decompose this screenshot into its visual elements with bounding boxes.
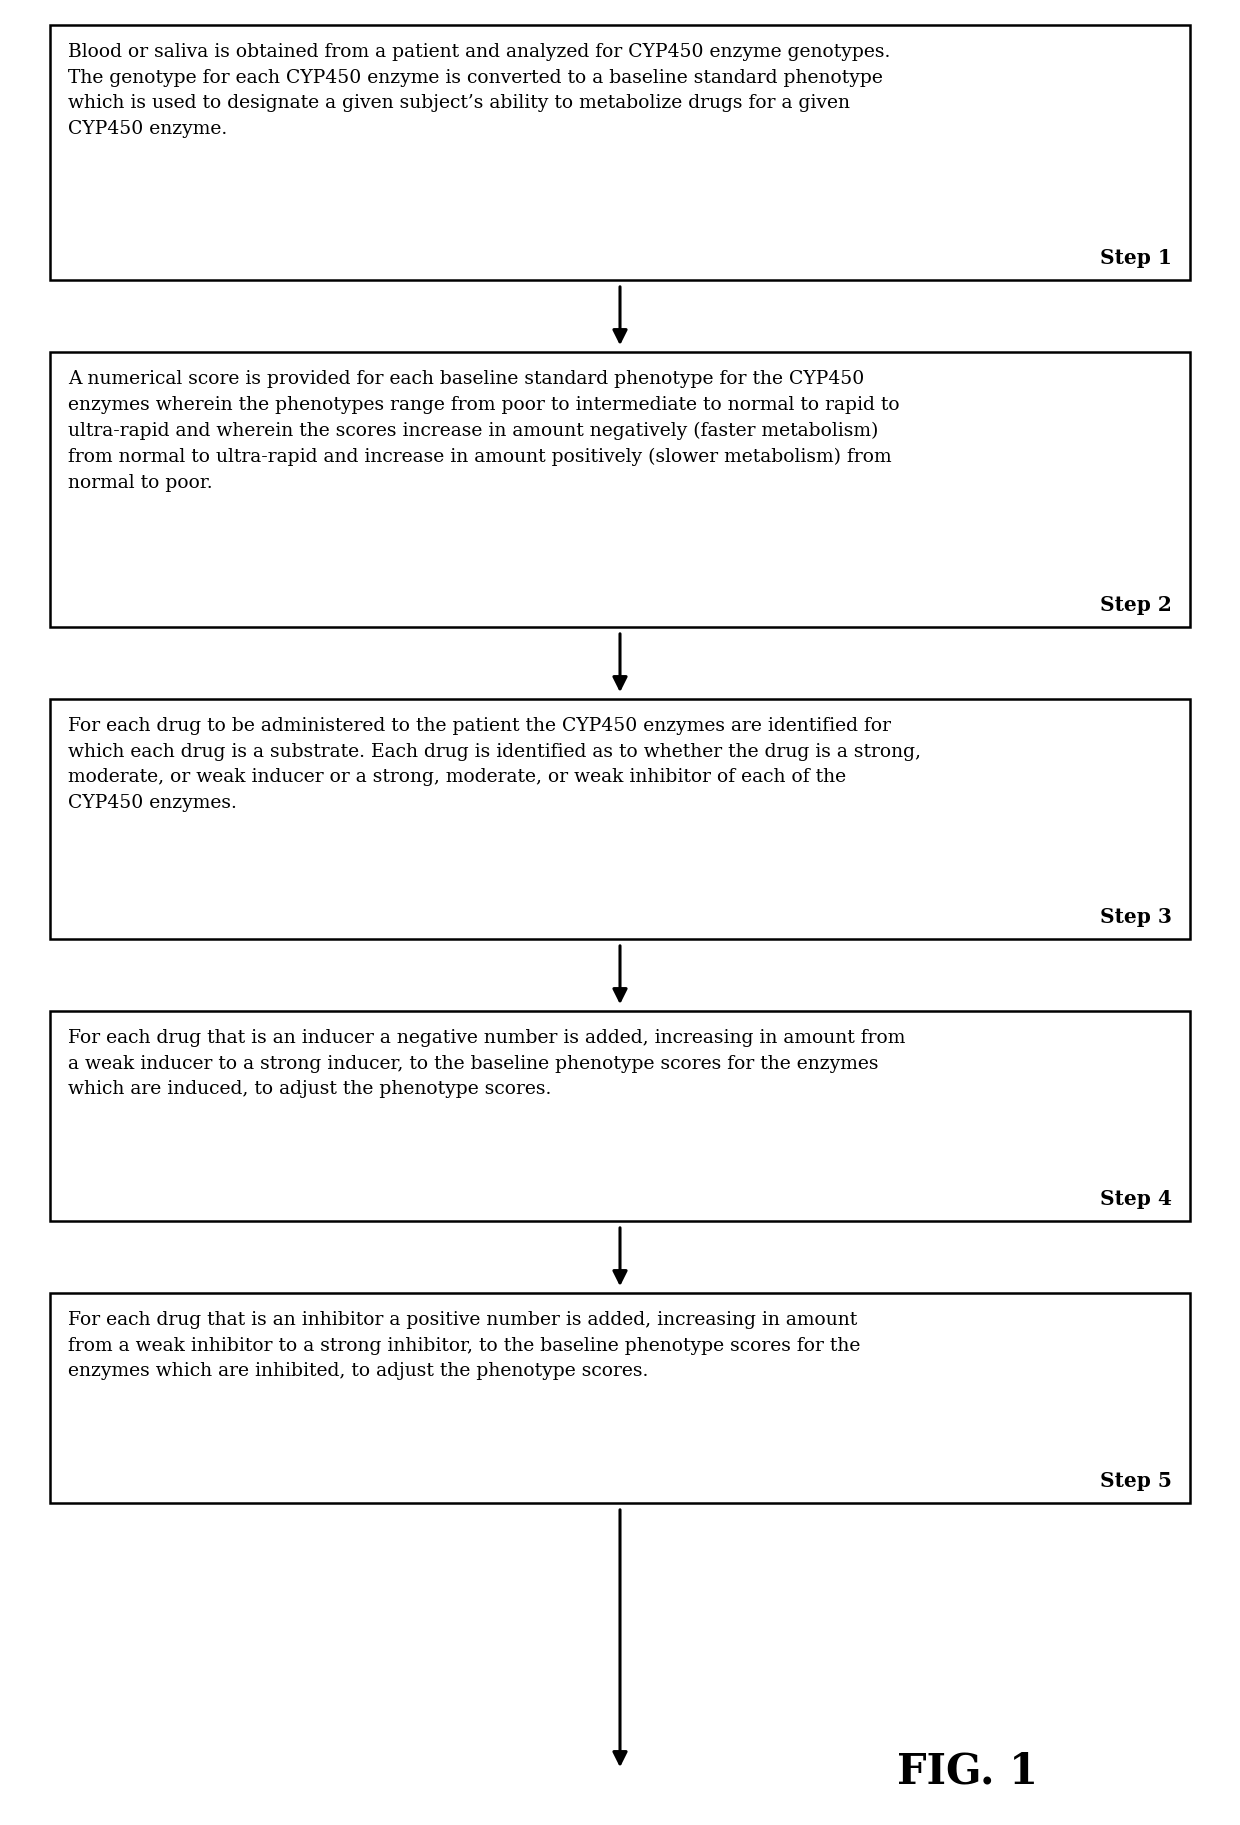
- Text: Step 2: Step 2: [1100, 595, 1172, 615]
- Text: FIG. 1: FIG. 1: [897, 1750, 1038, 1792]
- Bar: [50, 352, 1190, 628]
- Bar: [50, 1292, 1190, 1504]
- Text: Step 1: Step 1: [1100, 248, 1172, 268]
- Text: For each drug to be administered to the patient the CYP450 enzymes are identifie: For each drug to be administered to the …: [68, 717, 921, 812]
- Text: Step 4: Step 4: [1100, 1190, 1172, 1208]
- Bar: [50, 26, 1190, 279]
- Text: For each drug that is an inducer a negative number is added, increasing in amoun: For each drug that is an inducer a negat…: [68, 1029, 905, 1099]
- Bar: [50, 699, 1190, 940]
- Bar: [50, 1011, 1190, 1221]
- Text: Step 3: Step 3: [1100, 907, 1172, 927]
- Text: Step 5: Step 5: [1100, 1471, 1172, 1491]
- Text: A numerical score is provided for each baseline standard phenotype for the CYP45: A numerical score is provided for each b…: [68, 370, 900, 491]
- Text: Blood or saliva is obtained from a patient and analyzed for CYP450 enzyme genoty: Blood or saliva is obtained from a patie…: [68, 44, 890, 139]
- Text: For each drug that is an inhibitor a positive number is added, increasing in amo: For each drug that is an inhibitor a pos…: [68, 1310, 861, 1380]
